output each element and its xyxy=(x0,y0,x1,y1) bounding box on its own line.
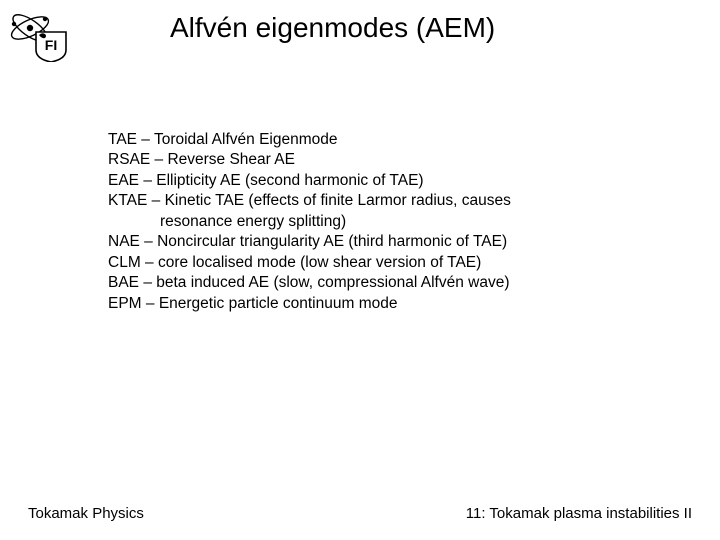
content-list: TAE – Toroidal Alfvén Eigenmode RSAE – R… xyxy=(108,130,648,314)
list-item: EAE – Ellipticity AE (second harmonic of… xyxy=(108,171,648,191)
slide-title: Alfvén eigenmodes (AEM) xyxy=(170,12,495,44)
list-item: TAE – Toroidal Alfvén Eigenmode xyxy=(108,130,648,150)
list-item: RSAE – Reverse Shear AE xyxy=(108,150,648,170)
list-item: EPM – Energetic particle continuum mode xyxy=(108,294,648,314)
footer-left: Tokamak Physics xyxy=(28,505,144,522)
slide: FI Alfvén eigenmodes (AEM) TAE – Toroida… xyxy=(0,0,720,540)
list-item: BAE – beta induced AE (slow, compression… xyxy=(108,273,648,293)
list-item: CLM – core localised mode (low shear ver… xyxy=(108,253,648,273)
footer-right: 11: Tokamak plasma instabilities II xyxy=(466,505,692,522)
svg-text:FI: FI xyxy=(45,37,57,53)
list-item: KTAE – Kinetic TAE (effects of finite La… xyxy=(108,191,648,211)
list-item: NAE – Noncircular triangularity AE (thir… xyxy=(108,232,648,252)
list-item-continuation: resonance energy splitting) xyxy=(108,212,648,232)
institution-logo: FI xyxy=(6,6,76,62)
